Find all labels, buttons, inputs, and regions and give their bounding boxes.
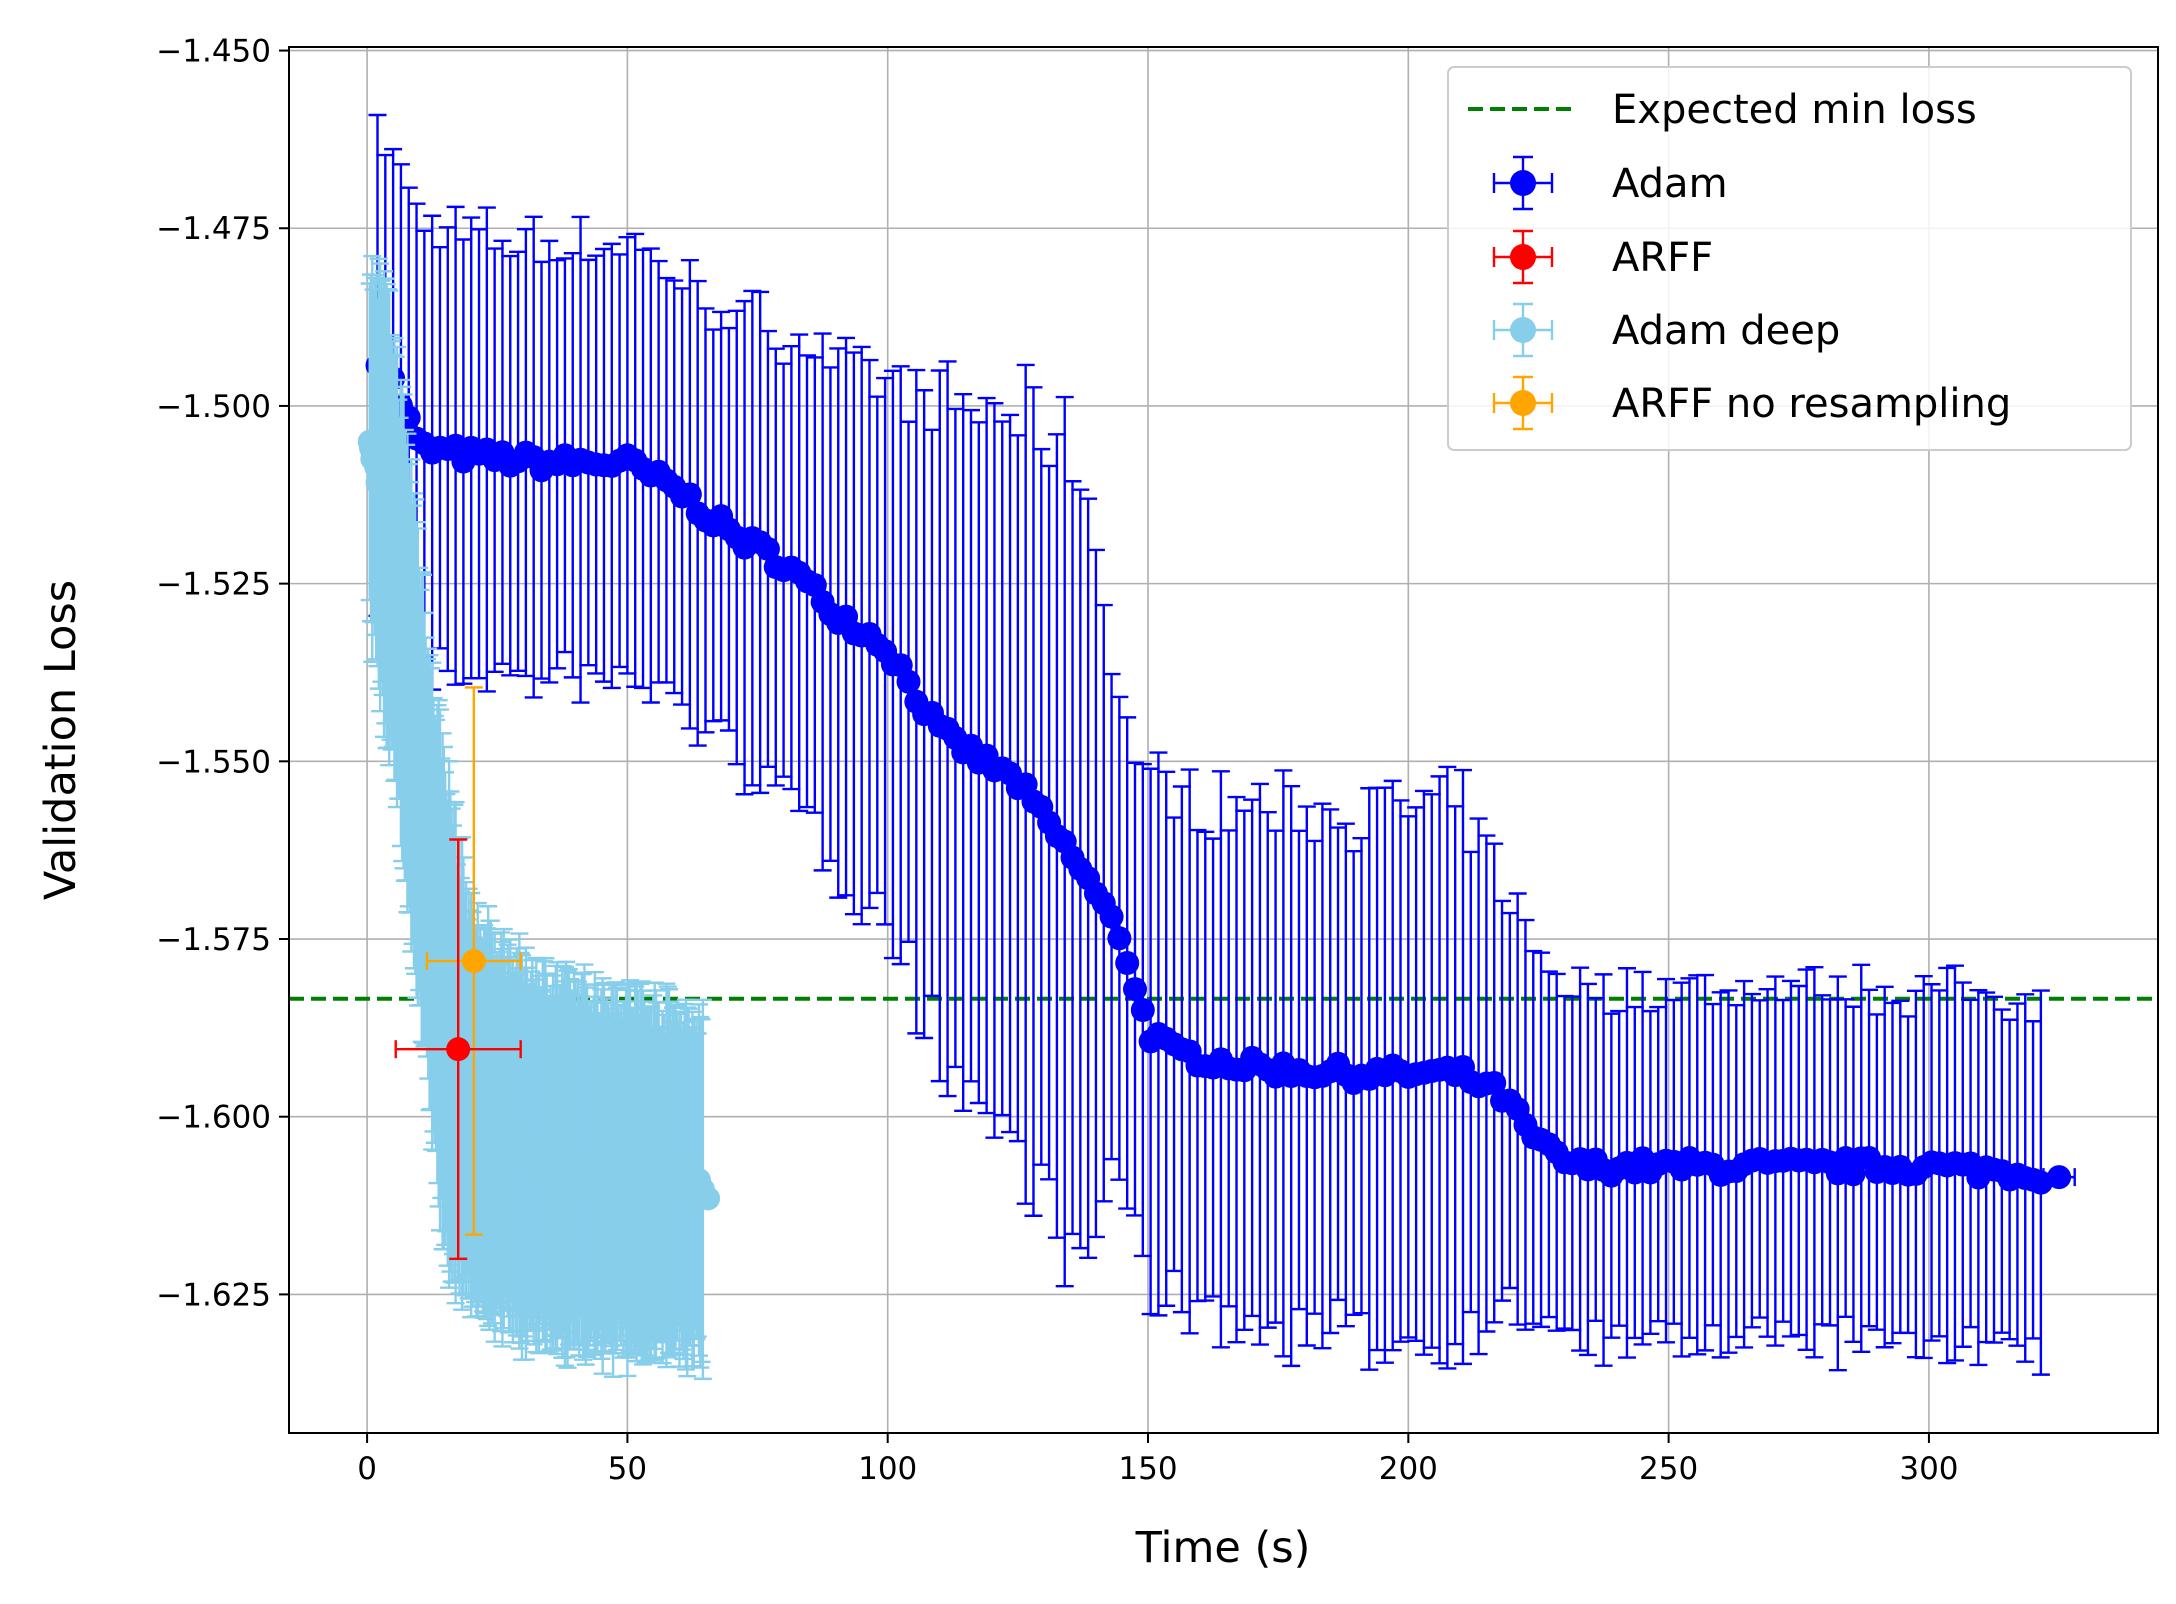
x-tick-label: 100 (858, 1451, 917, 1487)
data-point (677, 482, 702, 507)
legend-box (1447, 66, 2132, 451)
legend-swatch-marker (1510, 170, 1536, 196)
series-adam-deep (357, 254, 721, 1381)
data-point (407, 766, 432, 791)
legend-entry-adam-deep: Adam deep (1492, 302, 1840, 358)
series-arff-no-resampling (425, 686, 522, 1236)
data-point (2028, 1170, 2053, 1195)
x-axis-title: Time (s) (1135, 1523, 1311, 1573)
data-point (416, 851, 441, 876)
y-tick-label: −1.450 (156, 34, 271, 70)
y-axis-title: Validation Loss (36, 580, 86, 900)
plot-frame (288, 46, 2159, 1434)
data-point (755, 536, 780, 561)
y-tick-label: −1.525 (156, 567, 271, 603)
legend-label: ARFF no resampling (1612, 381, 2011, 427)
data-point (403, 724, 428, 749)
y-tick-label: −1.500 (156, 389, 271, 425)
data-point (896, 669, 921, 694)
y-tick-label: −1.575 (156, 922, 271, 958)
y-tick-label: −1.475 (156, 211, 271, 247)
x-tick-label: 250 (1639, 1451, 1698, 1487)
y-tick-label: −1.625 (156, 1277, 271, 1313)
x-tick-label: 0 (357, 1451, 377, 1487)
data-point (696, 1186, 721, 1211)
data-point (2047, 1165, 2072, 1190)
legend-entry-arff-no-resampling: ARFF no resampling (1492, 375, 2011, 431)
series-adam (365, 113, 2076, 1376)
legend-swatch-marker (1510, 317, 1536, 343)
data-point (399, 693, 424, 718)
data-point (1107, 926, 1132, 951)
data-point (411, 796, 436, 821)
x-tick-label: 50 (608, 1451, 647, 1487)
data-point (1115, 950, 1140, 975)
data-point (385, 564, 410, 589)
legend-swatch-marker (1510, 244, 1536, 270)
legend-entry-expected-min-loss: Expected min loss (1468, 87, 1977, 133)
x-tick-label: 200 (1379, 1451, 1438, 1487)
series-layer (357, 113, 2076, 1381)
legend: Expected min loss Adam ARFF Adam deep ARFF n… (1447, 66, 2132, 451)
x-tick-label: 150 (1118, 1451, 1177, 1487)
legend-entry-adam: Adam (1492, 155, 1728, 211)
legend-label: Adam deep (1612, 308, 1840, 354)
legend-entry-arff: ARFF (1492, 229, 1713, 285)
x-tick-label: 300 (1899, 1451, 1958, 1487)
data-point (1122, 977, 1147, 1002)
data-point (418, 876, 443, 901)
legend-label: Adam (1612, 161, 1728, 207)
y-tick-label: −1.550 (156, 744, 271, 780)
x-axis: 0 50 100 150 200 250 300 (357, 1433, 1959, 1487)
series-arff (394, 838, 522, 1261)
data-point (1130, 997, 1155, 1022)
legend-label: Expected min loss (1612, 87, 1977, 133)
data-point (446, 1037, 471, 1062)
data-point (1099, 904, 1124, 929)
legend-swatch-marker (1510, 390, 1536, 416)
data-point (391, 619, 416, 644)
y-tick-label: −1.600 (156, 1100, 271, 1136)
legend-label: ARFF (1612, 235, 1713, 281)
y-axis: −1.450 −1.475 −1.500 −1.525 −1.550 −1.575 −1.6… (156, 34, 289, 1313)
data-point (461, 949, 486, 974)
